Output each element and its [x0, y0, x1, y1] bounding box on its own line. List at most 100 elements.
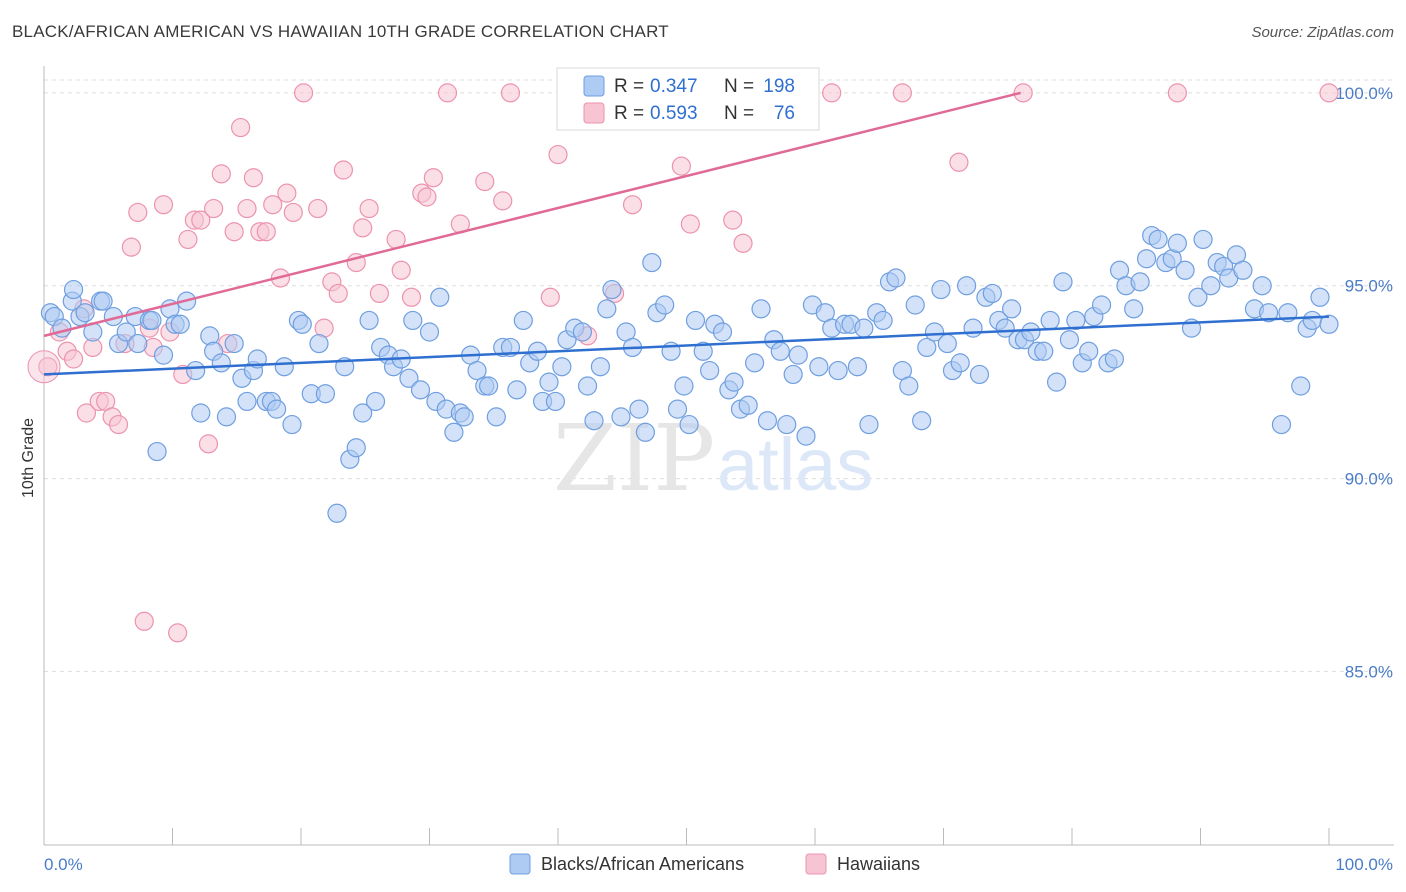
- hawaiian-point-10: [108, 414, 129, 435]
- black-african-american-point-113: [770, 341, 790, 361]
- hawaiian-point-17: [153, 195, 174, 215]
- hawaiian-point-75: [1319, 83, 1339, 103]
- black-african-american-point-36: [266, 399, 287, 419]
- black-african-american-point-62: [444, 422, 464, 442]
- series-legend-pink-swatch: [805, 853, 827, 875]
- black-african-american-point-79: [552, 357, 572, 377]
- black-african-american-point-122: [828, 360, 848, 381]
- black-african-american-point-144: [969, 364, 990, 385]
- series-legend-pink-label: Hawaiians: [837, 854, 920, 874]
- black-african-american-point-158: [1059, 330, 1080, 350]
- black-african-american-point-38: [282, 414, 302, 435]
- black-african-american-point-172: [1148, 229, 1168, 250]
- stats-n-label-blue: N =: [724, 76, 754, 97]
- black-african-american-point-64: [454, 407, 474, 427]
- hawaiian-point-66: [680, 214, 700, 234]
- black-african-american-point-23: [186, 360, 206, 381]
- hawaiian-point-52: [417, 187, 437, 207]
- black-african-american-point-126: [854, 318, 874, 338]
- black-african-american-point-55: [399, 368, 419, 388]
- black-african-american-point-142: [957, 276, 977, 296]
- black-african-american-point-95: [655, 295, 675, 315]
- black-african-american-point-40: [292, 314, 312, 334]
- black-african-american-point-31: [237, 391, 257, 412]
- chart-title: BLACK/AFRICAN AMERICAN VS HAWAIIAN 10TH …: [12, 22, 669, 41]
- y-tick-label-3: 100.0%: [1335, 84, 1393, 103]
- hawaiian-point-21: [178, 229, 198, 250]
- black-african-american-point-108: [738, 395, 758, 415]
- black-african-american-point-104: [712, 322, 733, 342]
- series-legend: Blacks/African Americans Hawaiians: [509, 853, 920, 875]
- black-african-american-point-135: [912, 411, 932, 431]
- hawaiian-point-30: [237, 198, 257, 219]
- black-african-american-point-16: [142, 310, 162, 331]
- black-african-american-point-175: [1167, 233, 1187, 253]
- black-african-american-point-106: [724, 372, 744, 392]
- hawaiian-point-3: [63, 349, 84, 369]
- black-african-american-point-127: [859, 414, 879, 435]
- hawaiian-point-65: [671, 156, 691, 176]
- hawaiian-point-12: [121, 237, 141, 257]
- black-african-american-point-157: [1053, 272, 1073, 292]
- hawaiian-point-45: [353, 218, 373, 238]
- black-african-american-point-83: [577, 376, 598, 396]
- black-african-american-point-161: [1079, 341, 1099, 361]
- black-african-american-point-66: [467, 360, 487, 381]
- black-african-american-point-134: [905, 295, 925, 315]
- black-african-american-point-2: [52, 318, 72, 338]
- hawaiian-point-68: [733, 233, 753, 253]
- black-african-american-point-27: [211, 353, 231, 373]
- y-tick-label-0: 85.0%: [1345, 662, 1393, 681]
- series-legend-blue-label: Blacks/African Americans: [541, 854, 744, 874]
- black-african-american-point-176: [1175, 260, 1195, 280]
- black-african-american-point-119: [809, 357, 829, 377]
- black-african-american-point-159: [1066, 310, 1086, 331]
- stats-legend-pink-swatch: [583, 102, 605, 124]
- black-african-american-point-191: [1291, 376, 1311, 396]
- black-african-american-point-93: [642, 252, 662, 273]
- trend-lines: [43, 91, 1330, 376]
- stats-legend-blue-swatch: [583, 75, 605, 97]
- hawaiian-point-28: [224, 222, 244, 242]
- hawaiian-point-49: [391, 260, 411, 280]
- black-african-american-point-56: [403, 310, 423, 331]
- black-african-american-point-91: [629, 399, 649, 419]
- black-african-american-point-28: [216, 407, 237, 427]
- hawaiian-point-67: [723, 210, 743, 230]
- hawaiian-point-74: [1167, 83, 1187, 103]
- black-african-american-point-169: [1130, 272, 1150, 292]
- hawaiian-point-71: [892, 83, 912, 103]
- black-african-american-point-155: [1040, 310, 1060, 331]
- black-african-american-point-92: [635, 422, 655, 442]
- stats-n-value-pink: 76: [774, 103, 795, 124]
- hawaiian-point-58: [500, 83, 521, 103]
- black-african-american-point-138: [931, 279, 951, 300]
- black-african-american-point-193: [1302, 310, 1322, 331]
- black-african-american-point-116: [788, 345, 808, 365]
- hawaiian-point-31: [243, 168, 264, 188]
- black-african-american-point-189: [1271, 414, 1292, 435]
- black-african-american-point-85: [590, 357, 611, 377]
- black-african-american-point-73: [513, 310, 533, 331]
- black-african-american-point-37: [274, 357, 294, 377]
- x-tick-labels: 0.0% 100.0%: [44, 855, 1393, 874]
- black-african-american-point-77: [539, 372, 559, 392]
- stats-legend: R = 0.347 N = 198 R = 0.593 N = 76: [556, 67, 820, 131]
- hawaiian-point-54: [437, 83, 458, 103]
- hawaiian-point-53: [423, 168, 443, 188]
- black-african-american-point-148: [995, 318, 1015, 338]
- hawaiian-point-60: [548, 144, 568, 165]
- black-african-american-point-43: [315, 384, 336, 404]
- black-african-american-point-86: [597, 299, 617, 319]
- hawaiian-point-26: [211, 164, 231, 184]
- hawaiian-point-36: [277, 183, 297, 203]
- hawaiian-point-5: [76, 403, 97, 423]
- black-african-american-point-18: [153, 345, 174, 365]
- black-african-american-point-195: [1319, 314, 1339, 334]
- black-african-american-point-60: [430, 287, 450, 307]
- black-african-american-point-69: [486, 407, 506, 427]
- black-african-american-point-178: [1188, 287, 1208, 307]
- black-african-american-point-97: [667, 399, 688, 419]
- black-african-american-point-129: [873, 310, 893, 331]
